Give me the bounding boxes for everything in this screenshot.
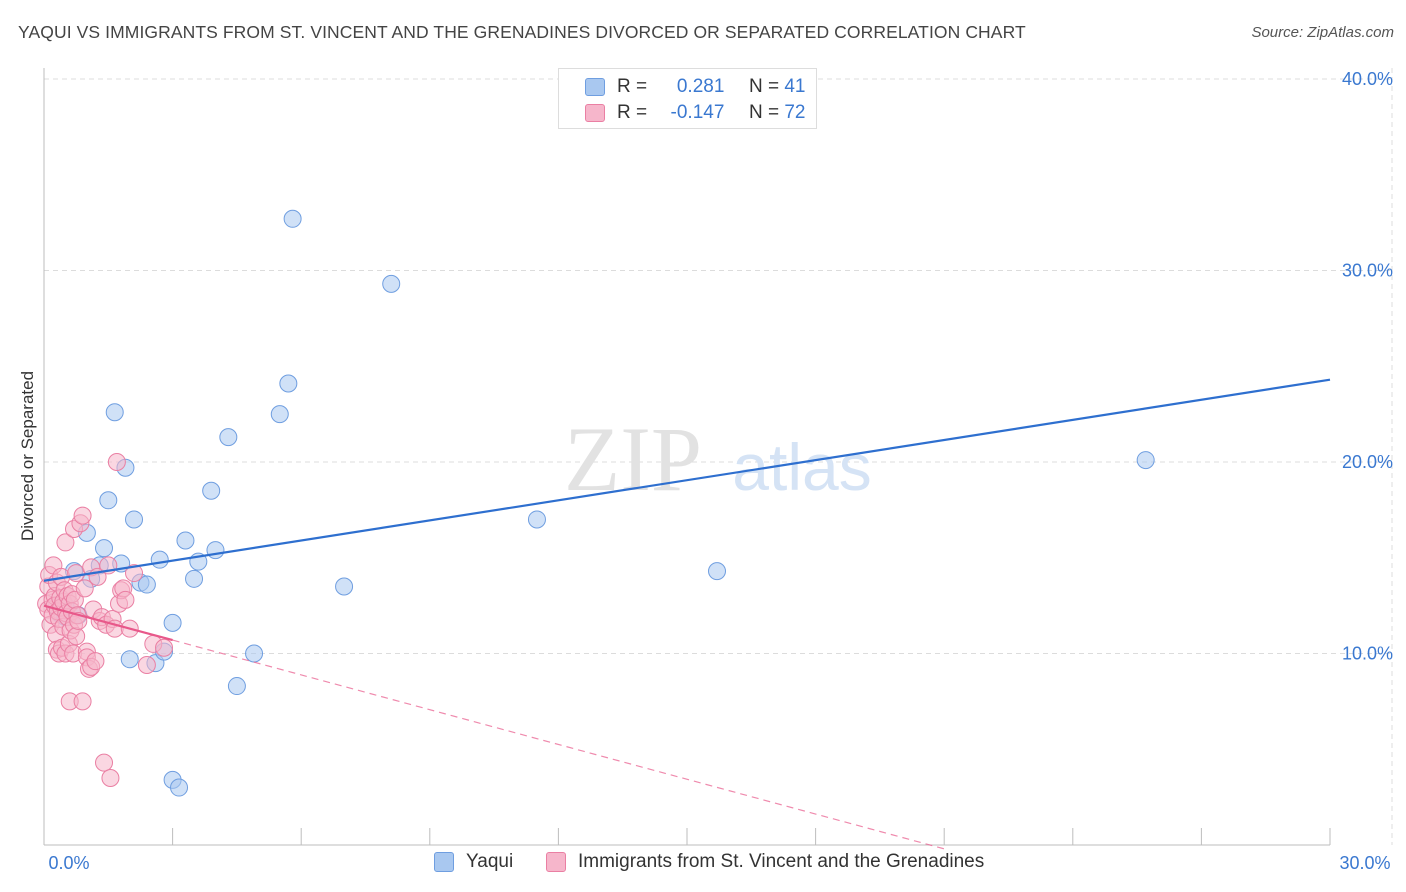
immigrants-point xyxy=(101,768,120,787)
r-value: 0.281 xyxy=(676,76,725,97)
immigrants-point xyxy=(73,506,92,525)
grid-lines xyxy=(44,68,1393,845)
yaqui-point xyxy=(99,491,118,510)
yaqui-point xyxy=(202,481,221,500)
yaqui-point xyxy=(150,550,169,569)
immigrants-trend-extension xyxy=(172,639,945,850)
immigrants-point xyxy=(107,453,126,471)
immigrants-point xyxy=(67,564,86,583)
immigrants-point xyxy=(116,590,135,609)
immigrants-point xyxy=(56,533,75,552)
axes xyxy=(43,68,1331,846)
y-tick-label: 10.0% xyxy=(1342,644,1393,664)
yaqui-point xyxy=(279,374,298,393)
x-tick-label: 30.0% xyxy=(1339,853,1390,873)
yaqui-point xyxy=(335,577,354,596)
legend-item-yaqui[interactable]: Yaqui xyxy=(434,851,513,873)
yaqui-point xyxy=(185,569,204,588)
immigrants-point xyxy=(75,579,94,598)
yaqui-trend-line xyxy=(43,378,1331,582)
immigrants-point xyxy=(73,692,92,711)
r-label: R = xyxy=(617,102,648,123)
immigrants-point xyxy=(125,564,144,583)
y-tick-label: 40.0% xyxy=(1342,69,1393,89)
trend-lines xyxy=(43,378,1331,850)
correlation-stats-box: R = 0.281 N = 41 R = -0.147 N = 72 xyxy=(558,68,817,129)
yaqui-point xyxy=(227,677,246,696)
yaqui-legend-swatch xyxy=(434,852,454,872)
yaqui-point xyxy=(219,428,238,447)
yaqui-point xyxy=(245,644,264,663)
legend-label-yaqui: Yaqui xyxy=(466,851,514,872)
yaqui-point xyxy=(95,539,114,558)
yaqui-swatch xyxy=(585,78,605,96)
stats-text-yaqui: R = 0.281 N = 41 xyxy=(617,76,805,98)
r-label: R = xyxy=(617,76,648,97)
n-label: N = xyxy=(748,102,780,123)
immigrants-point xyxy=(137,655,156,674)
r-value: -0.147 xyxy=(670,102,725,123)
immigrants-point xyxy=(67,627,86,646)
source-credit: Source: ZipAtlas.com xyxy=(1251,24,1394,41)
legend-item-immigrants[interactable]: Immigrants from St. Vincent and the Gren… xyxy=(546,851,984,873)
zipatlas-watermark: ZIP atlas xyxy=(564,408,872,510)
yaqui-point xyxy=(163,613,182,632)
y-tick-label: 20.0% xyxy=(1342,452,1393,472)
y-tick-label: 30.0% xyxy=(1342,261,1393,281)
immigrants-point xyxy=(155,638,174,657)
data-points xyxy=(37,209,1155,797)
x-tick-label: 0.0% xyxy=(48,853,89,873)
yaqui-point xyxy=(125,510,144,529)
yaqui-point xyxy=(137,575,156,594)
n-value: 72 xyxy=(784,102,806,123)
watermark-zip: ZIP xyxy=(564,408,702,510)
yaqui-point xyxy=(120,650,139,669)
yaqui-point xyxy=(283,209,302,228)
immigrants-point xyxy=(86,652,105,671)
yaqui-point xyxy=(1136,451,1155,470)
yaqui-point xyxy=(270,405,289,424)
yaqui-point xyxy=(708,562,727,581)
n-label: N = xyxy=(748,76,780,97)
yaqui-point xyxy=(382,274,401,293)
chart-title: YAQUI VS IMMIGRANTS FROM ST. VINCENT AND… xyxy=(18,22,1026,42)
tick-labels: 10.0% 20.0% 30.0% 40.0% 0.0% 30.0% xyxy=(48,69,1393,873)
stats-text-immigrants: R = -0.147 N = 72 xyxy=(617,102,805,124)
n-value: 41 xyxy=(784,76,806,97)
immigrants-swatch xyxy=(585,104,605,122)
immigrants-legend-swatch xyxy=(546,852,566,872)
legend: Yaqui Immigrants from St. Vincent and th… xyxy=(0,851,1406,877)
yaqui-point xyxy=(170,778,189,797)
yaqui-point xyxy=(206,541,225,560)
yaqui-point xyxy=(105,403,124,422)
immigrants-trend-line xyxy=(43,604,173,642)
watermark-atlas: atlas xyxy=(732,430,871,504)
immigrants-point xyxy=(95,753,114,772)
yaqui-point xyxy=(527,510,546,529)
legend-label-immigrants: Immigrants from St. Vincent and the Gren… xyxy=(578,851,985,872)
yaqui-point xyxy=(176,531,195,550)
